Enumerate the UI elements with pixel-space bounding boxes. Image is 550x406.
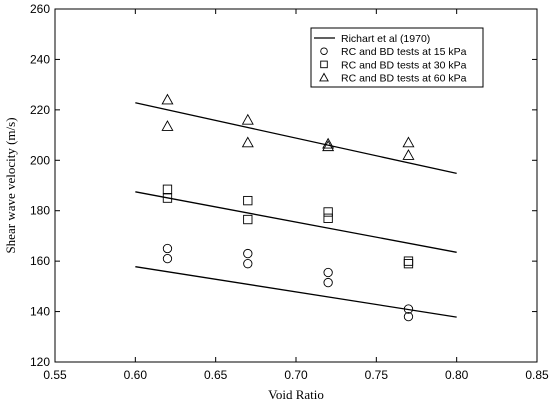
circle-point bbox=[162, 243, 173, 254]
triangle-point bbox=[241, 113, 254, 125]
triangle-point bbox=[161, 120, 174, 131]
richart-line-2 bbox=[135, 191, 457, 253]
richart-line-3 bbox=[135, 102, 457, 175]
y-tick-label: 240 bbox=[30, 52, 50, 66]
square-point bbox=[243, 214, 253, 225]
square-point bbox=[403, 259, 414, 269]
circle-point bbox=[323, 277, 333, 288]
y-tick-label: 200 bbox=[30, 153, 50, 167]
legend-triangle-swatch bbox=[319, 72, 329, 82]
legend-square-swatch bbox=[320, 60, 328, 69]
square-point bbox=[323, 207, 333, 217]
y-tick-label: 260 bbox=[30, 2, 50, 16]
circle-point bbox=[403, 304, 414, 314]
square-point bbox=[323, 213, 333, 223]
legend: Richart et al (1970)RC and BD tests at 1… bbox=[310, 27, 484, 88]
x-axis-title: Void Ratio bbox=[268, 387, 324, 402]
richart-line-1 bbox=[135, 266, 457, 318]
y-axis-title: Shear wave velocity (m/s) bbox=[3, 117, 18, 253]
circle-point bbox=[162, 253, 173, 264]
y-tick-label: 220 bbox=[30, 103, 50, 117]
legend-circle-swatch bbox=[320, 47, 328, 55]
x-tick-label: 0.70 bbox=[284, 368, 308, 382]
y-tick-label: 180 bbox=[30, 204, 50, 218]
square-point bbox=[162, 193, 173, 203]
triangle-point bbox=[322, 137, 335, 149]
x-tick-label: 0.80 bbox=[445, 368, 469, 382]
y-tick-label: 120 bbox=[30, 355, 50, 369]
x-tick-label: 0.65 bbox=[204, 368, 228, 382]
legend-label: RC and BD tests at 15 kPa bbox=[341, 46, 467, 58]
square-point bbox=[162, 184, 173, 194]
circle-point bbox=[403, 311, 414, 322]
legend-label: Richart et al (1970) bbox=[341, 33, 430, 45]
circle-point bbox=[243, 248, 253, 259]
triangle-point bbox=[322, 140, 335, 152]
triangle-point bbox=[402, 149, 415, 160]
square-point bbox=[243, 195, 253, 206]
x-tick-label: 0.85 bbox=[525, 368, 549, 382]
y-tick-label: 160 bbox=[30, 254, 50, 268]
circle-point bbox=[243, 259, 253, 269]
legend-box bbox=[310, 27, 484, 88]
legend-label: RC and BD tests at 30 kPa bbox=[341, 59, 467, 71]
x-tick-label: 0.75 bbox=[365, 368, 389, 382]
x-tick-label: 0.60 bbox=[124, 368, 148, 382]
legend-label: RC and BD tests at 60 kPa bbox=[341, 73, 467, 85]
circle-point bbox=[323, 267, 333, 278]
triangle-point bbox=[161, 93, 174, 105]
triangle-point bbox=[241, 136, 254, 148]
y-tick-label: 140 bbox=[30, 305, 50, 319]
x-tick-label: 0.55 bbox=[43, 368, 67, 382]
square-point bbox=[403, 256, 414, 266]
triangle-point bbox=[402, 136, 415, 148]
